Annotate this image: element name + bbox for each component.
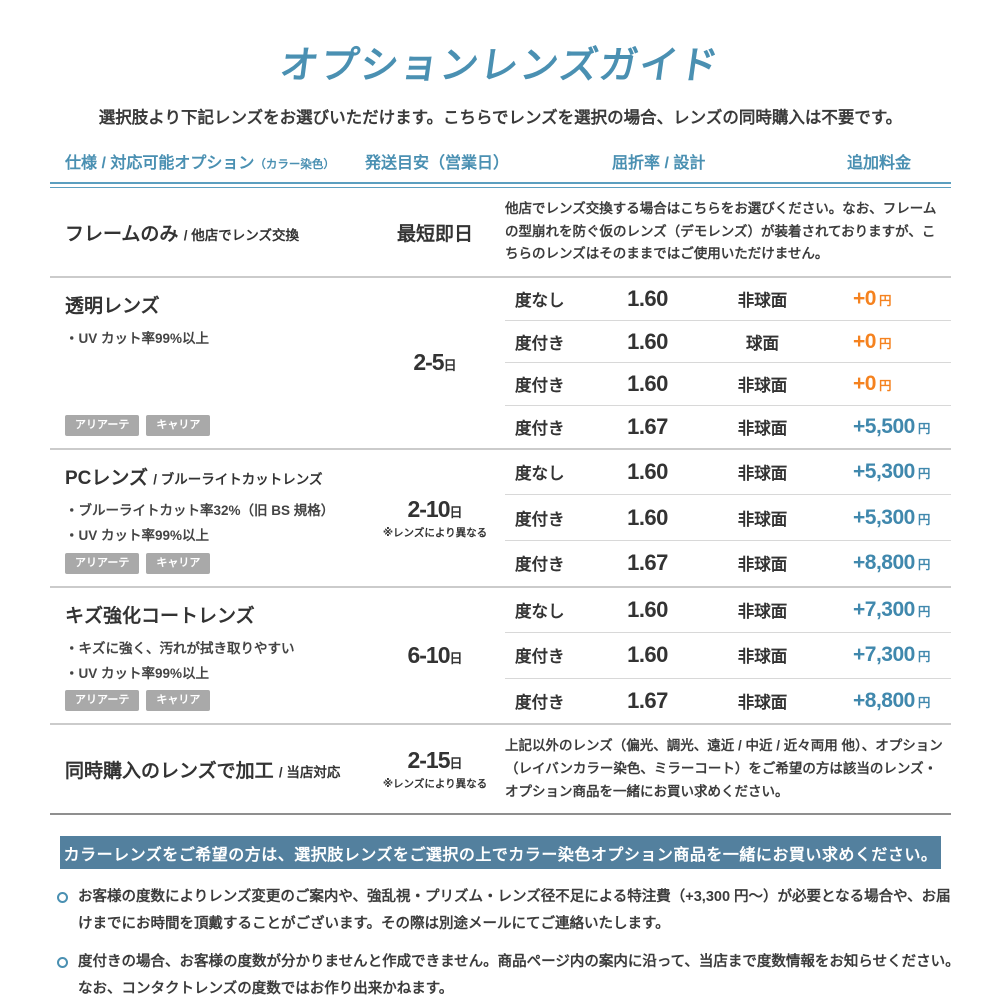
color-option-tags: アリアーテ キャリア xyxy=(65,690,365,713)
lens-design: 非球面 xyxy=(737,510,788,529)
lens-option-row: 度付き 1.67 非球面 +5,500 円 xyxy=(505,405,951,448)
shipping-estimate: 6-10日 xyxy=(407,641,463,668)
lens-option-row: 度付き 1.60 非球面 +5,300 円 xyxy=(505,494,951,540)
additional-price: +7,300 円 xyxy=(853,597,931,621)
lens-name: 同時購入のレンズで加工 / 当店対応 xyxy=(65,760,341,782)
additional-price: +5,300 円 xyxy=(853,460,931,484)
table-row-frame-only: フレームのみ / 他店でレンズ交換 最短即日 他店でレンズ交換する場合はこちらを… xyxy=(50,188,951,276)
additional-price: +7,300 円 xyxy=(853,643,931,667)
refraction-index: 1.60 xyxy=(627,371,668,397)
additional-price: +5,500 円 xyxy=(853,414,931,438)
power-type: 度なし xyxy=(515,465,565,484)
lens-design: 球面 xyxy=(746,334,779,353)
lens-option-row: 度付き 1.67 非球面 +8,800 円 xyxy=(505,539,951,586)
table-row-clear-lens: 透明レンズ ・UV カット率99%以上 アリアーテ キャリア 2-5日 xyxy=(50,276,951,448)
refraction-index: 1.67 xyxy=(627,550,668,576)
refraction-index: 1.60 xyxy=(627,459,668,485)
power-type: 度付き xyxy=(515,556,565,575)
lens-features: ・ブルーライトカット率32%（旧 BS 規格） ・UV カット率99%以上 xyxy=(65,502,335,543)
shipping-estimate: 2-10日 xyxy=(407,495,463,522)
lens-name: キズ強化コートレンズ xyxy=(65,605,255,627)
additional-price: +0 円 xyxy=(853,372,892,396)
additional-price: +8,800 円 xyxy=(853,551,931,575)
circle-bullet-icon xyxy=(57,892,68,904)
power-type: 度付き xyxy=(515,419,565,438)
tag-ariate: アリアーテ xyxy=(65,552,140,574)
lens-option-row: 度なし 1.60 非球面 +7,300 円 xyxy=(505,588,951,633)
lens-option-row: 度付き 1.67 非球面 +8,800 円 xyxy=(505,677,951,724)
power-type: 度なし xyxy=(515,291,565,310)
refraction-index: 1.67 xyxy=(627,688,668,714)
header-divider xyxy=(50,182,951,188)
lens-name: フレームのみ / 他店でレンズ交換 xyxy=(65,223,299,245)
color-lens-banner: カラーレンズをご希望の方は、選択肢レンズをご選択の上でカラー染色オプション商品を… xyxy=(60,836,941,870)
lens-name: 透明レンズ xyxy=(65,296,160,318)
lens-option-row: 度なし 1.60 非球面 +5,300 円 xyxy=(505,450,951,495)
additional-price: +8,800 円 xyxy=(853,689,931,713)
color-option-tags: アリアーテ キャリア xyxy=(65,552,365,576)
shipping-note: ※レンズにより異なる xyxy=(382,778,488,791)
tag-carrier: キャリア xyxy=(146,552,211,574)
table-row-co-purchase: 同時購入のレンズで加工 / 当店対応 2-15日 ※レンズにより異なる 上記以外… xyxy=(50,723,951,813)
page-title: オプションレンズガイド xyxy=(277,45,723,87)
table-row-pc-lens: PCレンズ / ブルーライトカットレンズ ・ブルーライトカット率32%（旧 BS… xyxy=(50,447,951,586)
refraction-index: 1.67 xyxy=(627,413,668,439)
refraction-index: 1.60 xyxy=(627,285,668,311)
lens-design: 非球面 xyxy=(737,465,788,484)
tag-ariate: アリアーテ xyxy=(65,690,140,712)
footnotes: お客様の度数によりレンズ変更のご案内や、強乱視・プリズム・レンズ径不足による特注… xyxy=(57,884,963,1000)
lens-design: 非球面 xyxy=(737,648,788,667)
lens-option-table: 仕様 / 対応可能オプション（カラー染色） 発送目安（営業日） 屈折率 / 設計… xyxy=(50,149,951,816)
tag-ariate: アリアーテ xyxy=(65,414,140,436)
shipping-note: ※レンズにより異なる xyxy=(382,526,488,539)
page-subtitle: 選択肢より下記レンズをお選びいただけます。こちらでレンズを選択の場合、レンズの同… xyxy=(98,109,903,127)
lens-design: 非球面 xyxy=(737,419,788,438)
lens-features: ・キズに強く、汚れが拭き取りやすい ・UV カット率99%以上 xyxy=(65,640,295,681)
lens-option-row: 度なし 1.60 非球面 +0 円 xyxy=(505,278,951,320)
lens-design: 非球面 xyxy=(737,377,788,396)
lens-option-row: 度付き 1.60 非球面 +7,300 円 xyxy=(505,632,951,678)
refraction-index: 1.60 xyxy=(627,596,668,622)
lens-design: 非球面 xyxy=(737,291,788,310)
shipping-estimate: 最短即日 xyxy=(396,223,473,245)
circle-bullet-icon xyxy=(57,956,68,968)
lens-design: 非球面 xyxy=(737,694,788,713)
power-type: 度付き xyxy=(515,334,565,353)
power-type: 度なし xyxy=(515,602,565,621)
shipping-estimate: 2-15日 xyxy=(407,747,463,774)
footnote: お客様の度数によりレンズ変更のご案内や、強乱視・プリズム・レンズ径不足による特注… xyxy=(57,884,963,938)
tag-carrier: キャリア xyxy=(146,690,211,712)
lens-design: 非球面 xyxy=(737,602,788,621)
lens-option-row: 度付き 1.60 非球面 +0 円 xyxy=(505,362,951,405)
power-type: 度付き xyxy=(515,648,565,667)
lens-features: ・UV カット率99%以上 xyxy=(65,331,210,347)
refraction-index: 1.60 xyxy=(627,328,668,354)
lens-design: 非球面 xyxy=(737,556,788,575)
power-type: 度付き xyxy=(515,510,565,529)
row-description: 上記以外のレンズ（偏光、調光、遠近 / 中近 / 近々両用 他）、オプション（レ… xyxy=(505,738,943,799)
color-option-tags: アリアーテ キャリア xyxy=(65,414,365,438)
additional-price: +5,300 円 xyxy=(853,505,931,529)
power-type: 度付き xyxy=(515,377,565,396)
table-row-scratch-coat-lens: キズ強化コートレンズ ・キズに強く、汚れが拭き取りやすい ・UV カット率99%… xyxy=(50,585,951,724)
footnote: 度付きの場合、お客様の度数が分かりませんと作成できません。商品ページ内の案内に沿… xyxy=(57,949,963,1000)
refraction-index: 1.60 xyxy=(627,504,668,530)
row-description: 他店でレンズ交換する場合はこちらをお選びください。なお、フレームの型崩れを防ぐ仮… xyxy=(505,201,937,262)
table-header-row: 仕様 / 対応可能オプション（カラー染色） 発送目安（営業日） 屈折率 / 設計… xyxy=(50,149,951,173)
lens-name: PCレンズ / ブルーライトカットレンズ xyxy=(65,467,323,489)
lens-option-row: 度付き 1.60 球面 +0 円 xyxy=(505,319,951,363)
shipping-estimate: 2-5日 xyxy=(413,349,457,376)
header-additional-price: 追加料金 xyxy=(846,155,911,172)
power-type: 度付き xyxy=(515,694,565,713)
additional-price: +0 円 xyxy=(853,286,892,310)
additional-price: +0 円 xyxy=(853,329,892,353)
header-shipping: 発送目安（営業日） xyxy=(365,155,510,172)
refraction-index: 1.60 xyxy=(627,642,668,668)
header-spec: 仕様 / 対応可能オプション（カラー染色） xyxy=(65,155,335,172)
tag-carrier: キャリア xyxy=(146,414,211,436)
header-refraction-design: 屈折率 / 設計 xyxy=(612,155,706,172)
